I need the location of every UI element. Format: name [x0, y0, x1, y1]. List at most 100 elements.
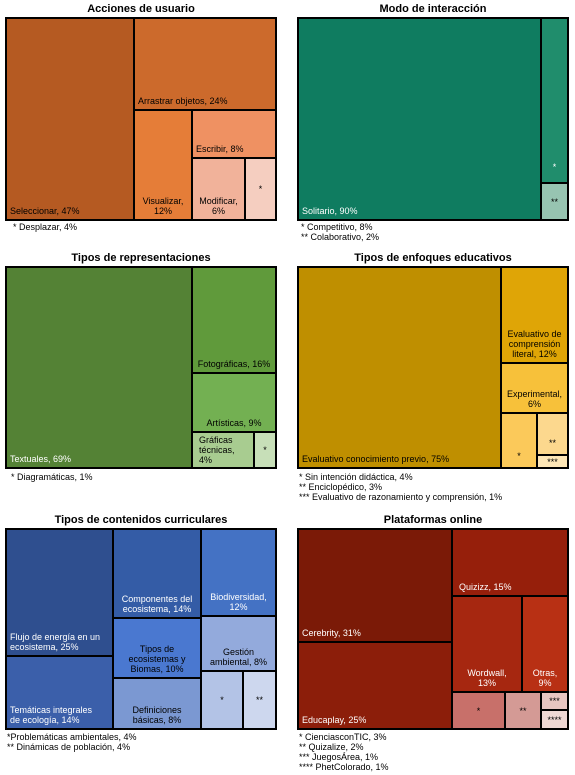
- treemap-cell: ***: [537, 455, 568, 468]
- footnote: ** Colaborativo, 2%: [301, 232, 380, 242]
- treemap-cell: Visualizar, 12%: [134, 110, 192, 220]
- treemap-cell: Evaluativo de comprensión literal, 12%: [501, 267, 568, 363]
- cell-label: Gestión ambiental, 8%: [209, 647, 268, 667]
- footnote: * CienciasconTIC, 3%: [299, 732, 387, 742]
- treemap-cell: Otras, 9%: [522, 596, 568, 692]
- chart-title: Acciones de usuario: [87, 3, 195, 15]
- treemap-cell: *: [245, 158, 276, 220]
- cell-label: Artísticas, 9%: [206, 418, 262, 428]
- treemap-cell: *: [201, 671, 243, 729]
- treemap-cell: Wordwall, 13%: [452, 596, 522, 692]
- treemap-cell: Cerebrity, 31%: [298, 529, 452, 642]
- panel-tipos-representaciones: Tipos de representaciones Textuales, 69%…: [5, 252, 277, 492]
- treemap: Cerebrity, 31% Educaplay, 25% Quizizz, 1…: [297, 528, 569, 730]
- chart-title: Tipos de contenidos curriculares: [54, 514, 228, 526]
- treemap-cell: Fotográficas, 16%: [192, 267, 276, 373]
- footnote: * Sin intención didáctica, 4%: [299, 472, 413, 482]
- treemap: Evaluativo conocimiento previo, 75% Eval…: [297, 266, 569, 469]
- treemap: Textuales, 69% Fotográficas, 16% Artísti…: [5, 266, 277, 469]
- cell-label: Temáticas integrales de ecología, 14%: [10, 705, 93, 725]
- cell-label: Flujo de energía en un ecosistema, 25%: [10, 632, 101, 652]
- cell-label: *: [517, 451, 521, 461]
- footnote: ** Dinámicas de población, 4%: [7, 742, 131, 752]
- panel-contenidos-curriculares: Tipos de contenidos curriculares Flujo d…: [5, 514, 277, 772]
- treemap-cell: Artísticas, 9%: [192, 373, 276, 432]
- cell-label: Gráficas técnicas, 4%: [199, 435, 235, 465]
- footnote: *** Evaluativo de razonamiento y compren…: [299, 492, 503, 502]
- cell-label: Tipos de ecosistemas y Biomas, 10%: [128, 644, 186, 674]
- cell-label: Arrastrar objetos, 24%: [138, 96, 228, 106]
- treemap-cell: Componentes del ecosistema, 14%: [113, 529, 201, 618]
- cell-label: Biodiversidad, 12%: [210, 592, 267, 612]
- treemap-cell: Modificar, 6%: [192, 158, 245, 220]
- treemap-cell: Tipos de ecosistemas y Biomas, 10%: [113, 618, 201, 678]
- cell-label: Textuales, 69%: [10, 454, 72, 464]
- treemap: Seleccionar, 47% Arrastrar objetos, 24% …: [5, 17, 277, 221]
- footnotes: *Problemáticas ambientales, 4% ** Dinámic…: [7, 732, 137, 752]
- treemap: Flujo de energía en un ecosistema, 25% T…: [5, 528, 277, 730]
- cell-label: *: [552, 162, 557, 172]
- treemap-cell: Flujo de energía en un ecosistema, 25%: [6, 529, 113, 656]
- cell-label: Seleccionar, 47%: [10, 206, 80, 216]
- cell-label: *: [263, 445, 267, 455]
- treemap-cell: Gráficas técnicas, 4%: [192, 432, 254, 468]
- treemap-cell: Seleccionar, 47%: [6, 18, 134, 220]
- treemap-cell: Gestión ambiental, 8%: [201, 616, 276, 671]
- treemap-cell: ****: [541, 710, 568, 729]
- footnotes: * Desplazar, 4%: [13, 222, 77, 232]
- cell-label: Evaluativo conocimiento previo, 75%: [302, 454, 450, 464]
- cell-label: **: [550, 196, 558, 207]
- footnotes: * Sin intención didáctica, 4% ** Enciclop…: [299, 472, 502, 502]
- footnote: * Desplazar, 4%: [13, 222, 78, 232]
- footnotes: * Competitivo, 8% ** Colaborativo, 2%: [301, 222, 379, 242]
- cell-label: ***: [549, 696, 560, 706]
- treemap-cell: *: [501, 413, 537, 468]
- cell-label: *: [476, 705, 481, 716]
- treemap-cell: *: [452, 692, 505, 729]
- panel-acciones-usuario: Acciones de usuario Seleccionar, 47% Arr…: [5, 3, 277, 253]
- cell-label: Visualizar, 12%: [142, 196, 184, 216]
- panel-modo-interaccion: Modo de interacción Solitario, 90% * ** …: [297, 3, 569, 253]
- treemap-cell: **: [537, 413, 568, 455]
- treemap-cell: **: [541, 183, 568, 220]
- cell-label: Componentes del ecosistema, 14%: [121, 594, 193, 614]
- cell-label: Quizizz, 15%: [459, 582, 512, 592]
- footnote: * Competitivo, 8%: [301, 222, 373, 232]
- cell-label: **: [548, 438, 556, 448]
- cell-label: Solitario, 90%: [302, 206, 358, 216]
- treemap-cell: Temáticas integrales de ecología, 14%: [6, 656, 113, 729]
- cell-label: Experimental, 6%: [506, 389, 563, 409]
- treemap-cell: Educaplay, 25%: [298, 642, 452, 729]
- footnote: *Problemáticas ambientales, 4%: [7, 732, 137, 742]
- panel-enfoques-educativos: Tipos de enfoques educativos Evaluativo …: [297, 252, 569, 507]
- footnote: * Diagramáticas, 1%: [11, 472, 93, 482]
- treemap-cell: Biodiversidad, 12%: [201, 529, 276, 616]
- chart-title: Tipos de representaciones: [71, 252, 211, 264]
- cell-label: Modificar, 6%: [199, 196, 238, 216]
- treemap-cell: *: [254, 432, 276, 468]
- cell-label: **: [255, 695, 263, 705]
- cell-label: **: [519, 705, 527, 716]
- treemap-cell: **: [505, 692, 541, 729]
- treemap-cell: *: [541, 18, 568, 183]
- treemap: Solitario, 90% * **: [297, 17, 569, 221]
- cell-label: Cerebrity, 31%: [302, 628, 361, 638]
- chart-title: Tipos de enfoques educativos: [354, 252, 512, 264]
- footnote: **** PhetColorado, 1%: [299, 762, 389, 772]
- treemap-cell: Escribir, 8%: [192, 110, 276, 158]
- cell-label: Definiciones básicas, 8%: [132, 705, 182, 725]
- cell-label: Educaplay, 25%: [302, 715, 367, 725]
- cell-label: Escribir, 8%: [196, 144, 244, 154]
- cell-label: Evaluativo de comprensión literal, 12%: [507, 329, 562, 359]
- footnotes: * Diagramáticas, 1%: [11, 472, 93, 482]
- panel-plataformas-online: Plataformas online Cerebrity, 31% Educap…: [297, 514, 569, 772]
- footnotes: * CienciasconTIC, 3% ** Quizalize, 2% *** …: [299, 732, 389, 772]
- cell-label: *: [220, 695, 224, 705]
- cell-label: Wordwall, 13%: [467, 668, 507, 688]
- cell-label: *: [258, 184, 263, 194]
- cell-label: ***: [547, 456, 558, 467]
- treemap-cell: Definiciones básicas, 8%: [113, 678, 201, 729]
- cell-label: Otras, 9%: [532, 668, 558, 688]
- cell-label: Fotográficas, 16%: [197, 359, 271, 369]
- footnote: ** Enciclopédico, 3%: [299, 482, 383, 492]
